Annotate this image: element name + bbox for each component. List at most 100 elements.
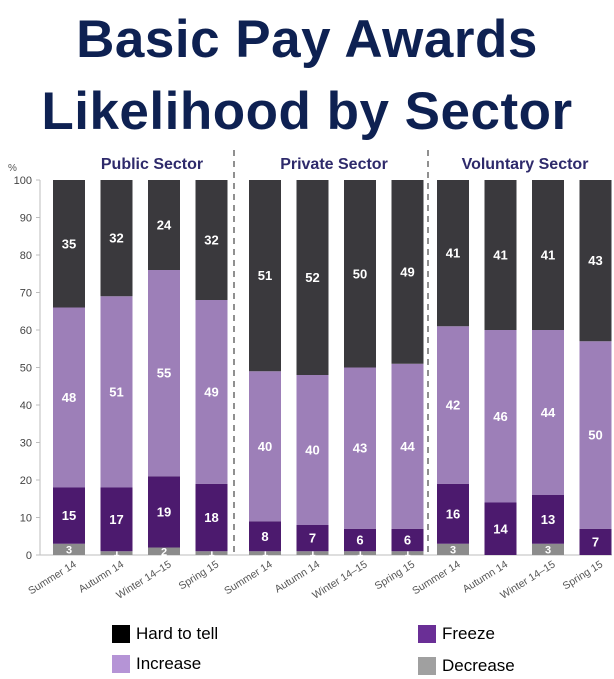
x-tick-label: Summer 14	[222, 558, 275, 597]
bar-segment-freeze	[195, 483, 228, 552]
legend-label-decrease: Decrease	[442, 656, 515, 675]
data-label-freeze: 13	[541, 512, 555, 527]
bar-segment-decrease	[195, 551, 228, 555]
data-label-increase: 50	[588, 428, 602, 443]
y-tick-label: 30	[20, 438, 32, 450]
data-label-increase: 42	[446, 398, 460, 413]
data-label-increase: 55	[157, 366, 171, 381]
y-tick-label: 40	[20, 400, 32, 412]
data-label-hard-to-tell: 52	[305, 270, 319, 285]
bar-segment-increase	[100, 296, 133, 488]
bar-segment-hard-to-tell	[296, 180, 329, 375]
data-label-hard-to-tell: 41	[446, 246, 460, 261]
y-tick-label: 50	[20, 363, 32, 375]
y-tick-label: 90	[20, 213, 32, 225]
y-tick-label: 80	[20, 250, 32, 262]
y-tick-label: 60	[20, 325, 32, 337]
bar-segment-decrease	[100, 551, 133, 555]
legend-item-decrease: Decrease	[418, 656, 515, 676]
x-tick-label: Summer 14	[26, 558, 79, 597]
data-label-decrease: 1	[113, 547, 119, 559]
data-label-freeze: 8	[261, 529, 268, 544]
data-label-freeze: 17	[109, 512, 123, 527]
bar-segment-increase	[148, 270, 180, 477]
sector-title-voluntary-sector: Voluntary Sector	[462, 156, 589, 173]
legend-item-increase: Increase	[112, 654, 201, 674]
data-label-increase: 46	[493, 409, 507, 424]
bar-segment-increase	[484, 330, 517, 503]
bar-segment-increase	[195, 300, 228, 484]
data-label-decrease: 1	[404, 547, 410, 559]
data-label-freeze: 18	[204, 510, 218, 525]
data-label-freeze: 15	[62, 508, 76, 523]
data-label-decrease: 3	[450, 544, 456, 556]
data-label-increase: 43	[353, 441, 367, 456]
x-tick-label: Spring 15	[561, 558, 606, 592]
y-axis-unit-label: %	[8, 163, 17, 174]
sector-title-public-sector: Public Sector	[101, 156, 203, 173]
y-tick-label: 70	[20, 288, 32, 300]
bar-segment-decrease	[532, 543, 564, 555]
data-label-decrease: 3	[66, 544, 72, 556]
bar-segment-decrease	[249, 551, 281, 555]
bar-segment-freeze	[249, 521, 281, 552]
data-label-freeze: 6	[404, 533, 411, 548]
bar-segment-freeze	[437, 483, 469, 544]
bar-segment-freeze	[148, 476, 180, 548]
bar-segment-increase	[532, 330, 564, 495]
data-label-decrease: 1	[309, 547, 315, 559]
y-tick-label: 10	[20, 513, 32, 525]
x-tick-label: Summer 14	[410, 558, 463, 597]
data-label-increase: 51	[109, 384, 123, 399]
chart-title-line-1: Basic Pay Awards	[76, 10, 538, 69]
legend-label-freeze: Freeze	[442, 624, 495, 643]
data-label-hard-to-tell: 50	[353, 266, 367, 281]
y-tick-label: 20	[20, 475, 32, 487]
data-label-increase: 48	[62, 390, 76, 405]
data-label-freeze: 14	[493, 521, 508, 536]
bar-segment-increase	[53, 307, 85, 488]
chart-title-line-2: Likelihood by Sector	[41, 82, 573, 141]
bar-segment-hard-to-tell	[579, 180, 612, 342]
legend-label-increase: Increase	[136, 654, 202, 673]
data-label-increase: 44	[400, 439, 415, 454]
data-label-hard-to-tell: 32	[109, 231, 123, 246]
bar-segment-hard-to-tell	[100, 180, 133, 297]
legend-item-freeze: Freeze	[418, 624, 495, 644]
bar-segment-decrease	[296, 551, 329, 555]
bar-segment-decrease	[344, 551, 376, 555]
data-label-hard-to-tell: 32	[204, 233, 218, 248]
bar-segment-hard-to-tell	[249, 180, 281, 372]
bar-segment-increase	[344, 367, 376, 529]
bar-segment-decrease	[53, 543, 85, 555]
bar-segment-hard-to-tell	[195, 180, 228, 300]
data-label-freeze: 19	[157, 504, 171, 519]
data-label-freeze: 16	[446, 506, 460, 521]
data-label-hard-to-tell: 41	[493, 248, 507, 263]
bar-segment-freeze	[532, 495, 564, 544]
bar-segment-hard-to-tell	[344, 180, 376, 368]
data-label-hard-to-tell: 49	[400, 264, 414, 279]
data-label-decrease: 1	[357, 547, 363, 559]
bar-segment-increase	[296, 375, 329, 525]
y-tick-label: 0	[26, 550, 32, 562]
data-label-freeze: 7	[309, 531, 316, 546]
bar-segment-hard-to-tell	[148, 180, 180, 270]
data-label-hard-to-tell: 51	[258, 268, 272, 283]
data-label-increase: 40	[305, 443, 319, 458]
bar-segment-hard-to-tell	[484, 180, 517, 330]
data-label-increase: 44	[541, 405, 556, 420]
bar-segment-freeze	[100, 487, 133, 552]
bar-segment-freeze	[579, 528, 612, 555]
data-label-decrease: 2	[161, 546, 167, 558]
x-tick-label: Spring 15	[177, 558, 222, 592]
bar-segment-decrease	[437, 543, 469, 555]
bar-segment-increase	[437, 326, 469, 484]
bar-segment-freeze	[53, 487, 85, 544]
bar-segment-freeze	[391, 528, 424, 552]
bar-segment-hard-to-tell	[437, 180, 469, 327]
bar-segment-hard-to-tell	[532, 180, 564, 330]
bar-segment-increase	[391, 363, 424, 529]
bar-segment-decrease	[148, 547, 180, 555]
bar-segment-increase	[579, 341, 612, 529]
